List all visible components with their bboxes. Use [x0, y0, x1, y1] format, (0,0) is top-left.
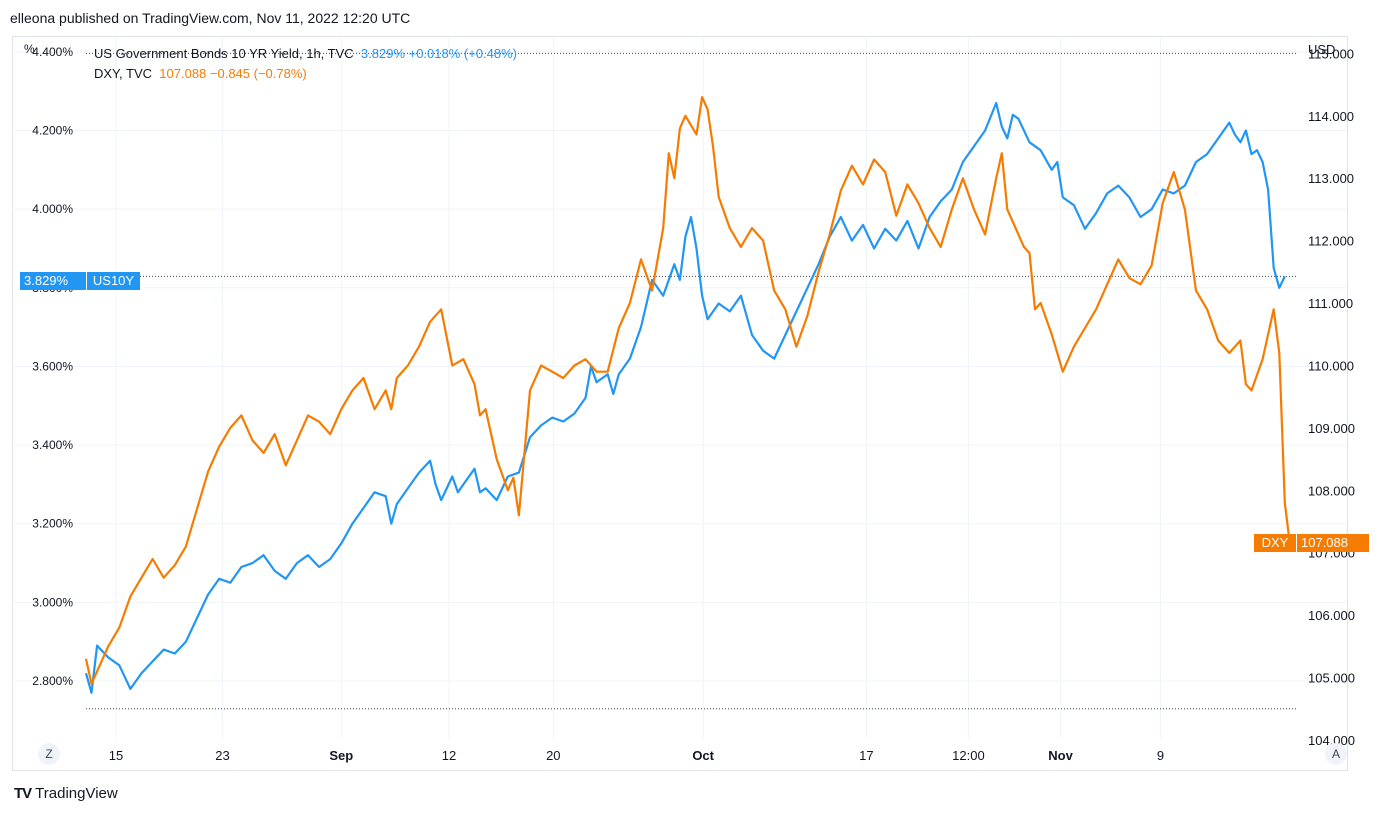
x-tick-label: 23: [215, 748, 229, 763]
x-tick-label: 20: [546, 748, 560, 763]
legend-row-dxy[interactable]: DXY, TVC 107.088 −0.845 (−0.78%): [94, 64, 517, 84]
x-tick-label: 12: [442, 748, 456, 763]
legend-dxy-name: DXY, TVC: [94, 66, 153, 81]
left-axis-unit: %: [24, 42, 35, 56]
left-tick-label: 4.000%: [32, 202, 73, 216]
right-tick-label: 113.000: [1308, 171, 1354, 186]
tradingview-logo-icon: TV: [14, 785, 32, 802]
right-tick-label: 114.000: [1308, 109, 1354, 124]
dxy-name-badge: DXY: [1254, 534, 1296, 552]
right-tick-label: 106.000: [1308, 608, 1355, 623]
left-axis-ticks: 2.800%3.000%3.200%3.400%3.600%3.800%4.00…: [32, 45, 73, 688]
right-tick-label: 104.000: [1308, 733, 1355, 748]
us10y-series-line: [84, 101, 1286, 694]
left-tick-label: 3.000%: [32, 595, 73, 609]
left-tick-label: 2.800%: [32, 674, 73, 688]
right-axis-ticks: 104.000105.000106.000107.000108.000109.0…: [1308, 46, 1355, 748]
right-tick-label: 109.000: [1308, 421, 1355, 436]
x-tick-label: Oct: [692, 748, 714, 763]
legend-dxy-values: 107.088 −0.845 (−0.78%): [159, 66, 307, 81]
x-tick-label: 9: [1157, 748, 1164, 763]
right-tick-label: 108.000: [1308, 483, 1355, 498]
us10y-name-badge: US10Y: [86, 272, 140, 290]
right-tick-label: 111.000: [1308, 296, 1353, 311]
legend-us10y-name: US Government Bonds 10 YR Yield, 1h, TVC: [94, 46, 354, 61]
x-tick-label: 12:00: [952, 748, 985, 763]
dxy-price-badge: 107.088: [1297, 534, 1369, 552]
auto-scale-button[interactable]: A: [1325, 743, 1347, 765]
right-tick-label: 112.000: [1308, 234, 1354, 249]
right-axis-unit: USD: [1308, 42, 1336, 57]
reference-lines: [86, 52, 1296, 710]
publisher-header: elleona published on TradingView.com, No…: [10, 10, 411, 26]
left-tick-label: 3.200%: [32, 517, 73, 531]
x-tick-label: Nov: [1048, 748, 1073, 763]
tradingview-brand[interactable]: TV TradingView: [14, 785, 118, 802]
left-tick-label: 4.400%: [32, 45, 73, 59]
chart-frame: [12, 36, 1348, 771]
tradingview-wordmark: TradingView: [35, 785, 118, 802]
x-axis-ticks: 15 23 Sep 12 20 Oct 17 12:00 Nov 9: [109, 748, 1164, 763]
right-tick-label: 115.000: [1308, 46, 1354, 61]
x-tick-label: 15: [109, 748, 123, 763]
chart-legend: US Government Bonds 10 YR Yield, 1h, TVC…: [94, 44, 517, 84]
x-tick-label: Sep: [329, 748, 353, 763]
series-lines: [84, 95, 1292, 694]
dxy-series-line: [84, 95, 1292, 685]
legend-row-us10y[interactable]: US Government Bonds 10 YR Yield, 1h, TVC…: [94, 44, 517, 64]
legend-us10y-values: 3.829% +0.018% (+0.48%): [360, 46, 518, 61]
left-tick-label: 3.400%: [32, 438, 73, 452]
right-tick-label: 110.000: [1308, 358, 1354, 373]
left-tick-label: 4.200%: [32, 124, 73, 138]
grid-lines: [14, 38, 1347, 738]
right-tick-label: 105.000: [1308, 671, 1355, 686]
zoom-left-button[interactable]: Z: [38, 743, 60, 765]
left-tick-label: 3.600%: [32, 359, 73, 373]
us10y-price-badge: 3.829%: [20, 272, 86, 290]
x-tick-label: 17: [859, 748, 873, 763]
